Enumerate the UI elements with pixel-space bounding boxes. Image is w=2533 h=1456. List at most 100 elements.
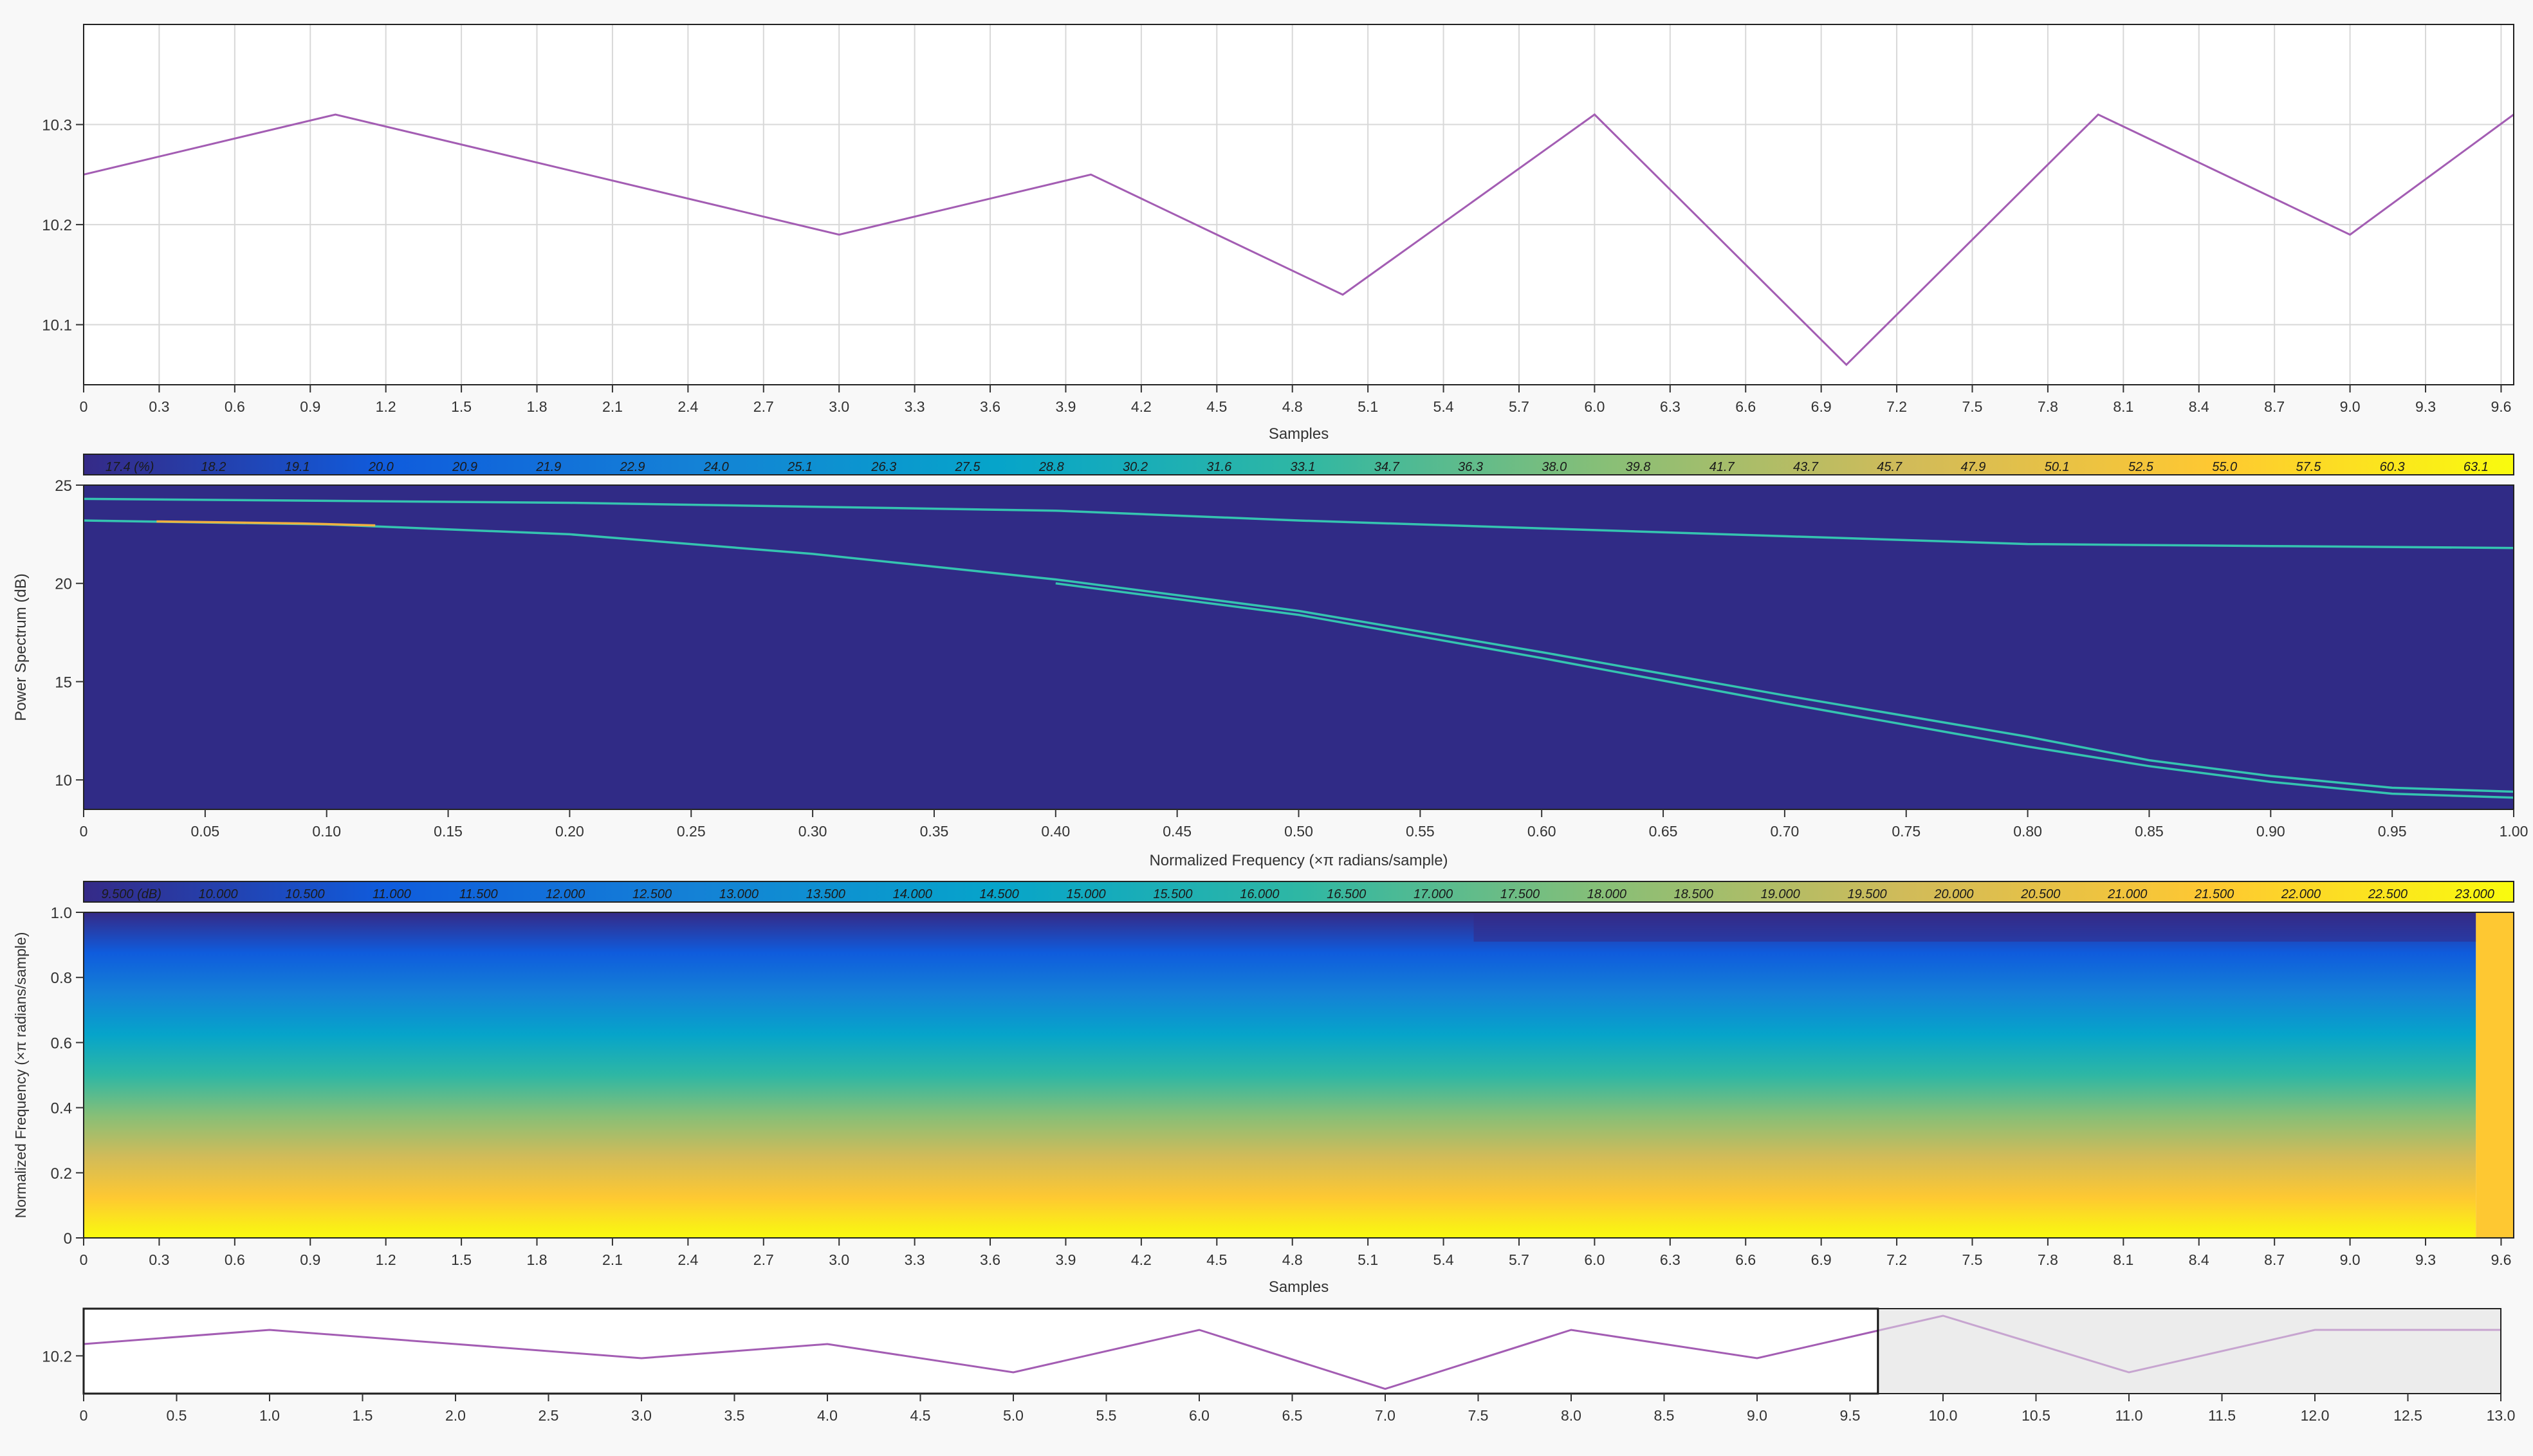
spectrogram-last-column	[2476, 912, 2514, 1238]
x-tick-label: 4.0	[817, 1407, 838, 1424]
x-tick-label: 5.4	[1433, 398, 1454, 415]
colorbar-label: 23.000	[2455, 887, 2494, 901]
colorbar-label: 20.000	[1933, 887, 1973, 901]
x-tick-label: 1.5	[451, 398, 472, 415]
x-tick-label: 6.0	[1584, 1251, 1605, 1268]
x-tick-label: 9.5	[1840, 1407, 1861, 1424]
x-tick-label: 6.6	[1735, 1251, 1756, 1268]
colorbar-label: 16.000	[1240, 887, 1279, 901]
x-tick-label: 0.75	[1892, 823, 1920, 840]
spectrum-trace	[83, 497, 2514, 549]
x-tick-label: 5.7	[1509, 1251, 1529, 1268]
x-tick-label: 2.7	[753, 1251, 774, 1268]
x-tick-label: 6.3	[1660, 398, 1681, 415]
y-tick-label: 0.6	[51, 1035, 72, 1052]
colorbar-label: 43.7	[1793, 460, 1819, 474]
x-tick-label: 5.4	[1433, 1251, 1454, 1268]
x-tick-label: 3.5	[724, 1407, 745, 1424]
colorbar-label: 15.500	[1153, 887, 1192, 901]
spectrum-trace-highlight	[156, 520, 376, 527]
colorbar-label: 55.0	[2212, 460, 2237, 474]
colorbar-label: 21.000	[2107, 887, 2147, 901]
x-tick-label: 1.00	[2500, 823, 2528, 840]
colorbar-label: 19.000	[1761, 887, 1800, 901]
x-tick-label: 11.5	[2208, 1407, 2236, 1424]
colorbar-label: 28.8	[1038, 460, 1064, 474]
x-tick-label: 5.1	[1358, 1251, 1378, 1268]
x-tick-label: 7.5	[1962, 398, 1983, 415]
colorbar-label: 14.000	[893, 887, 932, 901]
colorbar-label: 22.9	[620, 460, 645, 474]
x-tick-label: 3.0	[631, 1407, 652, 1424]
plot-area	[84, 24, 2514, 385]
colorbar-label: 9.500 (dB)	[101, 887, 161, 901]
x-tick-label: 9.3	[2415, 1251, 2436, 1268]
x-tick-label: 2.1	[602, 398, 623, 415]
x-tick-label: 3.3	[905, 398, 925, 415]
colorbar-label: 41.7	[1709, 460, 1735, 474]
x-tick-label: 1.8	[527, 1251, 548, 1268]
colorbar-label: 19.500	[1847, 887, 1886, 901]
colorbar-label: 21.500	[2194, 887, 2234, 901]
colorbar-label: 27.5	[955, 460, 981, 474]
x-tick-label: 8.7	[2264, 398, 2285, 415]
colorbar-label: 22.500	[2368, 887, 2408, 901]
x-tick-label: 0	[80, 398, 88, 415]
x-tick-label: 0	[80, 823, 88, 840]
x-tick-label: 0.9	[300, 1251, 320, 1268]
colorbar-label: 18.500	[1674, 887, 1713, 901]
y-tick-label: 10.3	[42, 117, 72, 134]
x-tick-label: 6.0	[1189, 1407, 1210, 1424]
x-tick-label: 9.0	[2340, 1251, 2361, 1268]
colorbar-label: 60.3	[2380, 460, 2405, 474]
x-tick-label: 6.6	[1735, 398, 1756, 415]
x-tick-label: 6.9	[1811, 398, 1832, 415]
x-tick-label: 1.5	[353, 1407, 373, 1424]
colorbar-label: 18.000	[1587, 887, 1626, 901]
x-tick-label: 10.0	[1929, 1407, 1958, 1424]
colorbar-label: 11.000	[373, 887, 411, 901]
x-tick-label: 0.50	[1284, 823, 1313, 840]
x-tick-label: 13.0	[2487, 1407, 2516, 1424]
persistence-spectrum-chart: 17.4 (%) 18.2 19.1 20.0 20.9 21.9 22.9 24.0 25.1…	[12, 454, 2528, 869]
colorbar-label: 34.7	[1374, 460, 1400, 474]
x-tick-label: 12.0	[2301, 1407, 2330, 1424]
x-tick-label: 4.5	[1206, 398, 1227, 415]
colorbar-label: 11.500	[459, 887, 498, 901]
x-tick-label: 1.8	[527, 398, 548, 415]
colorbar-label: 22.000	[2281, 887, 2321, 901]
x-tick-label: 1.5	[451, 1251, 472, 1268]
x-axis-label: Samples	[1269, 425, 1329, 443]
spectrogram-field	[84, 912, 2476, 1238]
y-axis-label: Normalized Frequency (×π radians/sample)	[12, 932, 29, 1219]
x-tick-label: 3.0	[829, 1251, 849, 1268]
x-tick-label: 5.7	[1509, 398, 1529, 415]
x-tick-label: 0.40	[1041, 823, 1070, 840]
x-tick-label: 0.85	[2135, 823, 2164, 840]
colorbar-label: 57.5	[2296, 460, 2321, 474]
x-tick-label: 4.5	[910, 1407, 931, 1424]
x-tick-label: 0.5	[167, 1407, 187, 1424]
colorbar-label: 20.9	[452, 460, 477, 474]
x-tick-label: 3.6	[980, 398, 1000, 415]
x-axis-label: Normalized Frequency (×π radians/sample)	[1149, 852, 1448, 869]
colorbar-label: 52.5	[2128, 460, 2154, 474]
x-tick-label: 0	[80, 1251, 88, 1268]
x-tick-label: 7.8	[2038, 398, 2058, 415]
spectrum-field	[84, 485, 2514, 809]
x-tick-label: 0.45	[1163, 823, 1192, 840]
colorbar	[83, 454, 2514, 475]
x-tick-label: 8.1	[2113, 398, 2133, 415]
panner-chart[interactable]: 0 0.5 1.0 1.5 2.0 2.5 3.0 3.5 4.0 4.5 5.0 5.5 6.0 6.5…	[42, 1307, 2516, 1424]
colorbar-label: 12.500	[632, 887, 672, 901]
panner-unselected-region[interactable]	[1877, 1309, 2501, 1394]
x-tick-label: 0.10	[312, 823, 341, 840]
x-tick-label: 7.2	[1886, 398, 1907, 415]
x-tick-label: 4.8	[1282, 398, 1303, 415]
colorbar-label: 39.8	[1626, 460, 1651, 474]
x-tick-label: 8.5	[1654, 1407, 1675, 1424]
signal-chart: 0 0.3 0.6 0.9 1.2 1.5 1.8 2.1 2.4 2.7 3.0 3.3 3.6 3.9…	[42, 24, 2514, 443]
x-tick-label: 8.0	[1561, 1407, 1581, 1424]
